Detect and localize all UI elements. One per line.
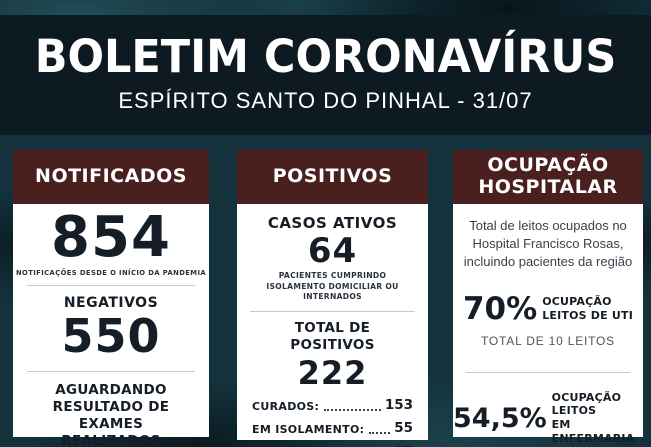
notificados-total-value: 854 <box>51 205 171 270</box>
breakdown-row-isolamento: EM ISOLAMENTO: 55 <box>252 420 413 436</box>
divider <box>26 285 196 286</box>
card-notificados: NOTIFICADOS 854 NOTIFICAÇÕES DESDE O INÍ… <box>13 150 209 447</box>
uti-total-beds: TOTAL DE 10 LEITOS <box>480 333 615 348</box>
positivos-breakdown: CURADOS: 153 EM ISOLAMENTO: 55 INTERNADO… <box>237 389 428 447</box>
card-positivos-header: POSITIVOS <box>237 150 428 204</box>
casos-ativos-value: 64 <box>307 231 358 271</box>
aguardando-label: AGUARDANDO RESULTADO DE EXAMES REALIZADO… <box>52 382 170 447</box>
breakdown-value: 153 <box>384 396 413 413</box>
card-notificados-header: NOTIFICADOS <box>13 150 209 204</box>
card-ocupacao-header: OCUPAÇÃO HOSPITALAR <box>453 150 643 204</box>
card-positivos: POSITIVOS CASOS ATIVOS 64 PACIENTES CUMP… <box>237 150 428 447</box>
breakdown-value: 55 <box>394 420 413 437</box>
divider <box>250 310 415 312</box>
title-band: BOLETIM CORONAVÍRUS ESPÍRITO SANTO DO PI… <box>0 15 651 135</box>
dotted-leader <box>324 408 381 411</box>
uti-occupancy-block: 70% OCUPAÇÃO LEITOS DE UTI <box>462 290 633 327</box>
uti-label-line2: LEITOS DE UTI <box>542 309 634 323</box>
uti-label-line1: OCUPAÇÃO <box>542 295 612 309</box>
total-positivos-value: 222 <box>297 353 368 392</box>
card-ocupacao-hospitalar: OCUPAÇÃO HOSPITALAR Total de leitos ocup… <box>453 150 643 445</box>
negativos-label: NEGATIVOS <box>63 295 159 311</box>
breakdown-row-curados: CURADOS: 153 <box>252 397 413 413</box>
enfermaria-percent-value: 54,5% <box>453 402 547 434</box>
notificados-total-caption: NOTIFICAÇÕES DESDE O INÍCIO DA PANDEMIA <box>15 269 207 277</box>
enfermaria-occupancy-block: 54,5% OCUPAÇÃO LEITOS EM ENFERMARIA <box>453 391 643 446</box>
page-title: BOLETIM CORONAVÍRUS <box>34 30 617 84</box>
uti-percent-label: OCUPAÇÃO LEITOS DE UTI <box>542 295 633 323</box>
total-positivos-label: TOTAL DE POSITIVOS <box>290 319 375 354</box>
divider <box>466 371 630 373</box>
divider <box>26 371 196 372</box>
casos-ativos-label: CASOS ATIVOS <box>267 214 398 232</box>
casos-ativos-caption: PACIENTES CUMPRINDO ISOLAMENTO DOMICILIA… <box>266 271 399 302</box>
ocupacao-description: Total de leitos ocupados no Hospital Fra… <box>463 218 633 270</box>
negativos-value: 550 <box>61 309 161 363</box>
enfermaria-label-line2: EM ENFERMARIA <box>551 418 635 445</box>
page-subtitle: ESPÍRITO SANTO DO PINHAL - 31/07 <box>118 88 533 113</box>
uti-percent-value: 70% <box>462 290 538 327</box>
breakdown-label: CURADOS: <box>252 399 320 413</box>
breakdown-label: EM ISOLAMENTO: <box>252 423 365 437</box>
breakdown-value: 07 <box>394 444 413 447</box>
enfermaria-percent-label: OCUPAÇÃO LEITOS EM ENFERMARIA <box>552 391 643 446</box>
dotted-leader <box>369 432 391 435</box>
enfermaria-label-line1: OCUPAÇÃO LEITOS <box>551 390 622 418</box>
